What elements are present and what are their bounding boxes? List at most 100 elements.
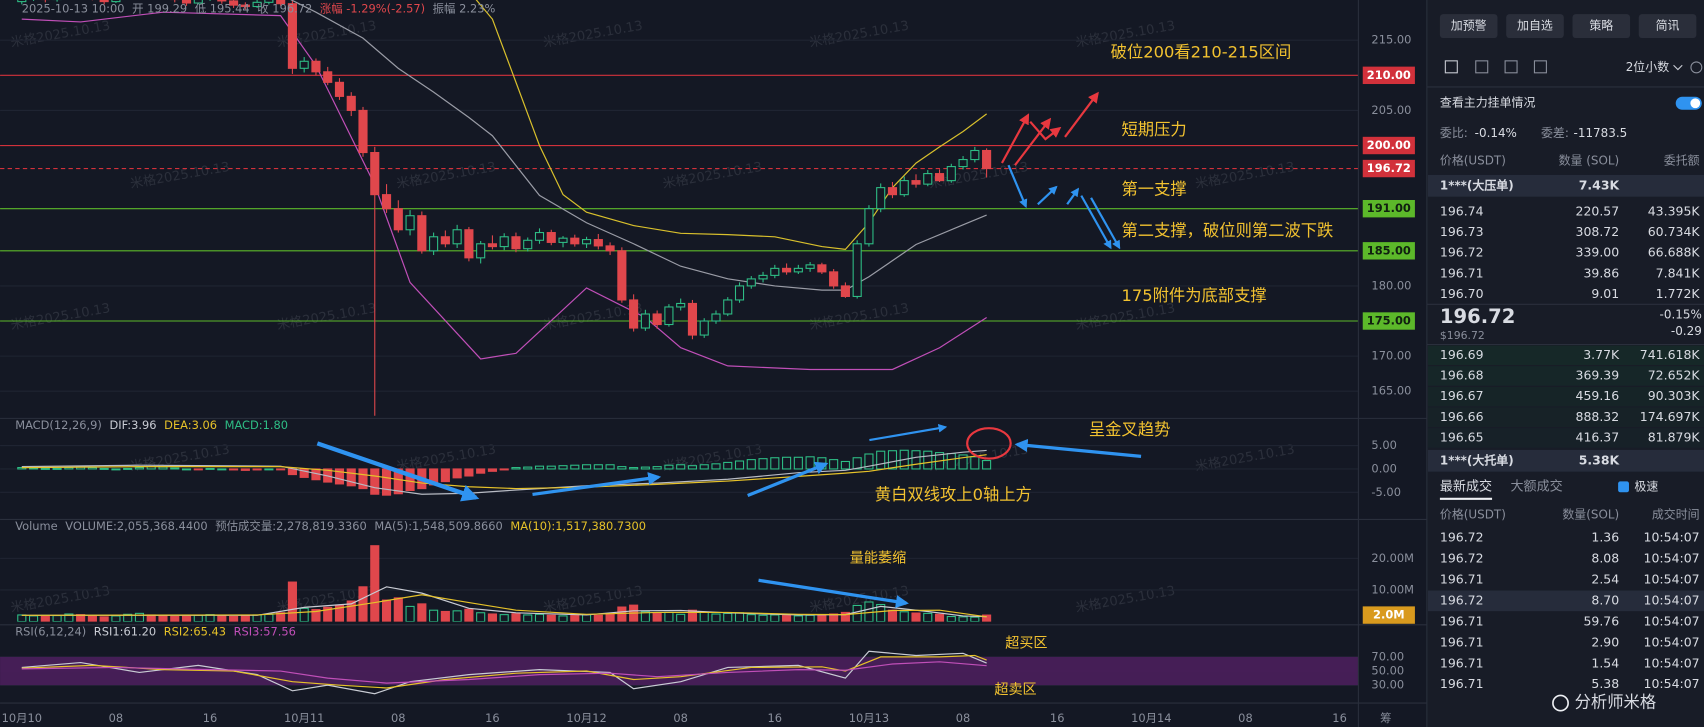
chip-button[interactable]: 筹 <box>1380 711 1391 725</box>
y-tick-label: 10.00M <box>1371 582 1414 596</box>
panel-text: 查看主力挂单情况 <box>1440 96 1536 110</box>
candle-body <box>746 278 756 287</box>
x-tick-label: 08 <box>391 711 406 725</box>
macd-bar <box>852 457 862 470</box>
macd-bar <box>805 456 815 470</box>
macd-bar <box>193 468 203 471</box>
macd-bar <box>652 466 662 470</box>
volume-bar <box>687 609 698 622</box>
panel-text: 196.72 <box>1440 305 1515 328</box>
annotation-arrows <box>316 91 1142 608</box>
button-label[interactable]: 加预警 <box>1451 18 1487 33</box>
volume-bar <box>664 611 674 622</box>
volume-bar <box>146 614 156 622</box>
button-label[interactable]: 简讯 <box>1656 19 1680 33</box>
volume-bar <box>40 615 50 622</box>
depth-bar <box>1427 428 1704 448</box>
candle-body <box>534 232 545 241</box>
macd-bar <box>264 468 274 471</box>
volume-bar <box>170 615 180 622</box>
volume-bar <box>276 612 286 622</box>
candle-body <box>452 229 462 245</box>
candle-body <box>734 285 745 301</box>
indicator-line <box>290 0 987 291</box>
panel-text: 196.71 <box>1440 676 1484 691</box>
volume-bar <box>593 614 603 622</box>
macd-bar <box>723 461 733 470</box>
candle-body <box>17 0 27 3</box>
panel-text: 196.71 <box>1440 571 1484 586</box>
button-label[interactable]: 策略 <box>1589 18 1613 33</box>
header-item: DEA:3.06 <box>164 417 217 431</box>
volume-bar <box>946 615 956 622</box>
price-tag-label: 191.00 <box>1367 201 1411 215</box>
tool-icon[interactable] <box>1475 60 1489 74</box>
macd-bar <box>640 466 650 470</box>
volume-bar <box>252 614 262 622</box>
panel-text: 196.73 <box>1440 224 1484 239</box>
button[interactable] <box>1572 14 1631 39</box>
decimals-select[interactable]: 2位小数 <box>1626 59 1669 74</box>
brand-logo <box>1552 694 1569 712</box>
volume-bar <box>534 613 545 622</box>
settings-icon[interactable] <box>1690 61 1703 74</box>
candle-body <box>699 320 709 336</box>
candle-body <box>193 0 203 4</box>
candle-body <box>852 243 862 297</box>
button[interactable] <box>1506 14 1564 39</box>
tab[interactable]: 最新成交 <box>1440 478 1492 494</box>
price-tag <box>1362 159 1415 178</box>
panel-text: 196.71 <box>1440 265 1484 280</box>
volume-bar <box>782 615 792 622</box>
macd-bar <box>876 450 886 470</box>
header-item: MA(5):1,548,509.8660 <box>374 518 502 532</box>
macd-bar <box>276 468 286 471</box>
row-highlight <box>1427 449 1704 472</box>
panel-text: 308.72 <box>1576 224 1620 239</box>
panel-text: 价格(USDT) <box>1440 507 1506 522</box>
checkbox[interactable] <box>1618 481 1629 493</box>
tool-icon[interactable] <box>1533 60 1547 74</box>
volume-bar <box>111 615 121 622</box>
panel-text: 5.38K <box>1579 452 1621 467</box>
macd-bar <box>205 467 215 470</box>
button[interactable] <box>1638 14 1697 39</box>
candle-body <box>711 313 721 322</box>
y-tick-label: 0.00 <box>1371 461 1396 475</box>
price-tag <box>1362 242 1415 260</box>
tab[interactable]: 大额成交 <box>1511 478 1563 494</box>
macd-bar <box>617 466 627 470</box>
button[interactable] <box>1439 14 1498 39</box>
panel-text: 196.74 <box>1440 203 1484 218</box>
header-item: RSI3:57.56 <box>234 624 296 638</box>
candle-body <box>476 243 486 259</box>
tool-icon[interactable] <box>1444 60 1458 74</box>
price-tag-label: 175.00 <box>1367 314 1411 328</box>
price-tag-label: 196.72 <box>1367 161 1411 175</box>
candle-body <box>523 239 533 250</box>
rsi-panel <box>0 650 1359 695</box>
panel-text: 741.618K <box>1640 347 1701 362</box>
row-highlight <box>1427 174 1704 197</box>
candle-body <box>264 0 274 3</box>
panel-text: 委托额 <box>1664 153 1700 167</box>
header-item: 2025-10-13 10:00 <box>22 1 125 15</box>
volume-bar <box>429 609 439 622</box>
candle-body <box>723 299 733 315</box>
volume-bar <box>287 581 297 622</box>
macd-bar <box>911 450 921 470</box>
annotation: 第一支撑 <box>1122 180 1187 199</box>
volume-bar <box>134 612 145 622</box>
tool-icon[interactable] <box>1504 60 1518 74</box>
volume-bar <box>123 613 133 622</box>
price-tag <box>1362 200 1415 218</box>
panel-text: 10:54:07 <box>1644 634 1700 649</box>
button-label[interactable]: 加自选 <box>1517 19 1553 33</box>
panel-text: 10:54:07 <box>1644 676 1700 691</box>
x-tick-label: 10月14 <box>1131 711 1171 725</box>
macd-bar <box>676 464 686 470</box>
volume-bar <box>640 611 650 622</box>
macd-bar <box>664 464 674 470</box>
volume-bar <box>87 615 97 622</box>
